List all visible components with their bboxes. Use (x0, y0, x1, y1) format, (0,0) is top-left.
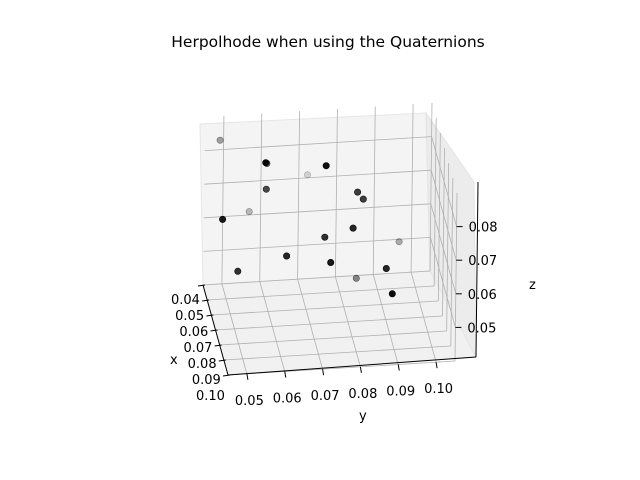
grid-line-x (437, 132, 441, 302)
z-tick-label: 0.05 (467, 321, 496, 336)
data-point (382, 264, 390, 272)
chart-title: Herpolhode when using the Quaternions (171, 33, 485, 51)
grid-line-y (259, 113, 263, 282)
grid-line-z (430, 170, 457, 261)
tick-x (222, 374, 231, 377)
grid-line-y (335, 276, 361, 367)
grid-line-x (211, 300, 439, 316)
grid-lines (202, 102, 458, 376)
grid-line-y (221, 283, 248, 374)
tick-x (210, 329, 218, 332)
tick-y (359, 366, 362, 373)
tick-x (218, 359, 226, 362)
grid-line-z (430, 203, 457, 294)
x-tick-label: 0.05 (175, 309, 204, 324)
grid-line-x (433, 117, 437, 287)
data-points (216, 136, 403, 298)
data-point (216, 136, 224, 144)
y-tick-label: 0.07 (311, 389, 340, 404)
y-tick-label: 0.05 (235, 394, 264, 409)
x-tick-label: 0.09 (192, 373, 221, 388)
x-tick-label: 0.06 (179, 325, 208, 340)
tick-x (197, 284, 206, 287)
grid-line-y (297, 279, 323, 370)
data-point (234, 267, 242, 275)
data-point (321, 233, 329, 241)
tick-y (284, 371, 287, 378)
data-point (262, 185, 270, 193)
tick-y (246, 373, 249, 380)
data-point (388, 290, 396, 298)
z-axis-label: z (529, 278, 536, 293)
y-axis-line (227, 356, 477, 376)
tick-y (435, 362, 438, 369)
z-axis-line (475, 181, 479, 358)
grid-line-z (203, 203, 431, 219)
data-point (303, 171, 311, 179)
grid-line-y (221, 115, 225, 284)
x-tick-label: 0.10 (196, 389, 225, 404)
tick-y (322, 369, 325, 376)
data-point (262, 159, 270, 167)
tick-labels: 0.040.050.060.070.080.090.10 0.05 0.06 0.07… (171, 221, 498, 409)
grid-line-y (372, 106, 376, 275)
grid-line-z (203, 237, 431, 252)
x-tick-label: 0.08 (188, 357, 217, 372)
grid-line-z (431, 136, 457, 227)
y-tick-label: 0.10 (424, 382, 453, 397)
tick-y (397, 364, 400, 371)
grid-line-y (259, 281, 286, 372)
grid-line-x (429, 102, 433, 272)
x-tick-label: 0.07 (184, 341, 213, 356)
tick-x (206, 314, 214, 317)
grid-line-x (207, 285, 435, 301)
data-point (283, 252, 291, 260)
grid-line-y (335, 108, 338, 277)
z-tick-label: 0.06 (468, 288, 497, 303)
y-tick-label: 0.08 (348, 387, 377, 402)
grid-line-x (450, 177, 454, 347)
grid-line-y (410, 104, 414, 273)
grid-line-x (202, 270, 431, 286)
y-tick-label: 0.06 (273, 392, 302, 407)
grid-line-x (454, 192, 458, 362)
data-point (327, 258, 335, 266)
data-point (219, 215, 227, 223)
data-point (395, 238, 403, 246)
grid-line-z (204, 136, 432, 151)
data-point (359, 195, 367, 203)
grid-line-x (442, 147, 445, 317)
tick-marks (197, 226, 463, 380)
x-axis-label: x (170, 353, 178, 368)
z-tick-label: 0.08 (469, 221, 498, 236)
x-tick-label: 0.04 (171, 293, 200, 308)
grid-line-x (215, 315, 443, 331)
grid-line-y (372, 274, 399, 365)
grid-line-x (446, 162, 450, 332)
grid-line-y (297, 111, 300, 280)
tick-x (202, 299, 210, 302)
z-tick-label: 0.07 (468, 254, 497, 269)
grid-line-x (223, 345, 451, 361)
data-point (354, 188, 362, 196)
grid-line-z (204, 169, 432, 185)
y-tick-label: 0.09 (386, 385, 415, 400)
grid-line-z (430, 237, 456, 328)
y-axis-label: y (359, 409, 367, 424)
grid-line-x (219, 330, 447, 346)
data-point (352, 274, 360, 282)
data-point (322, 162, 330, 170)
grid-line-y (410, 272, 437, 363)
data-point (349, 224, 357, 232)
tick-x (214, 344, 222, 347)
data-point (245, 208, 253, 216)
